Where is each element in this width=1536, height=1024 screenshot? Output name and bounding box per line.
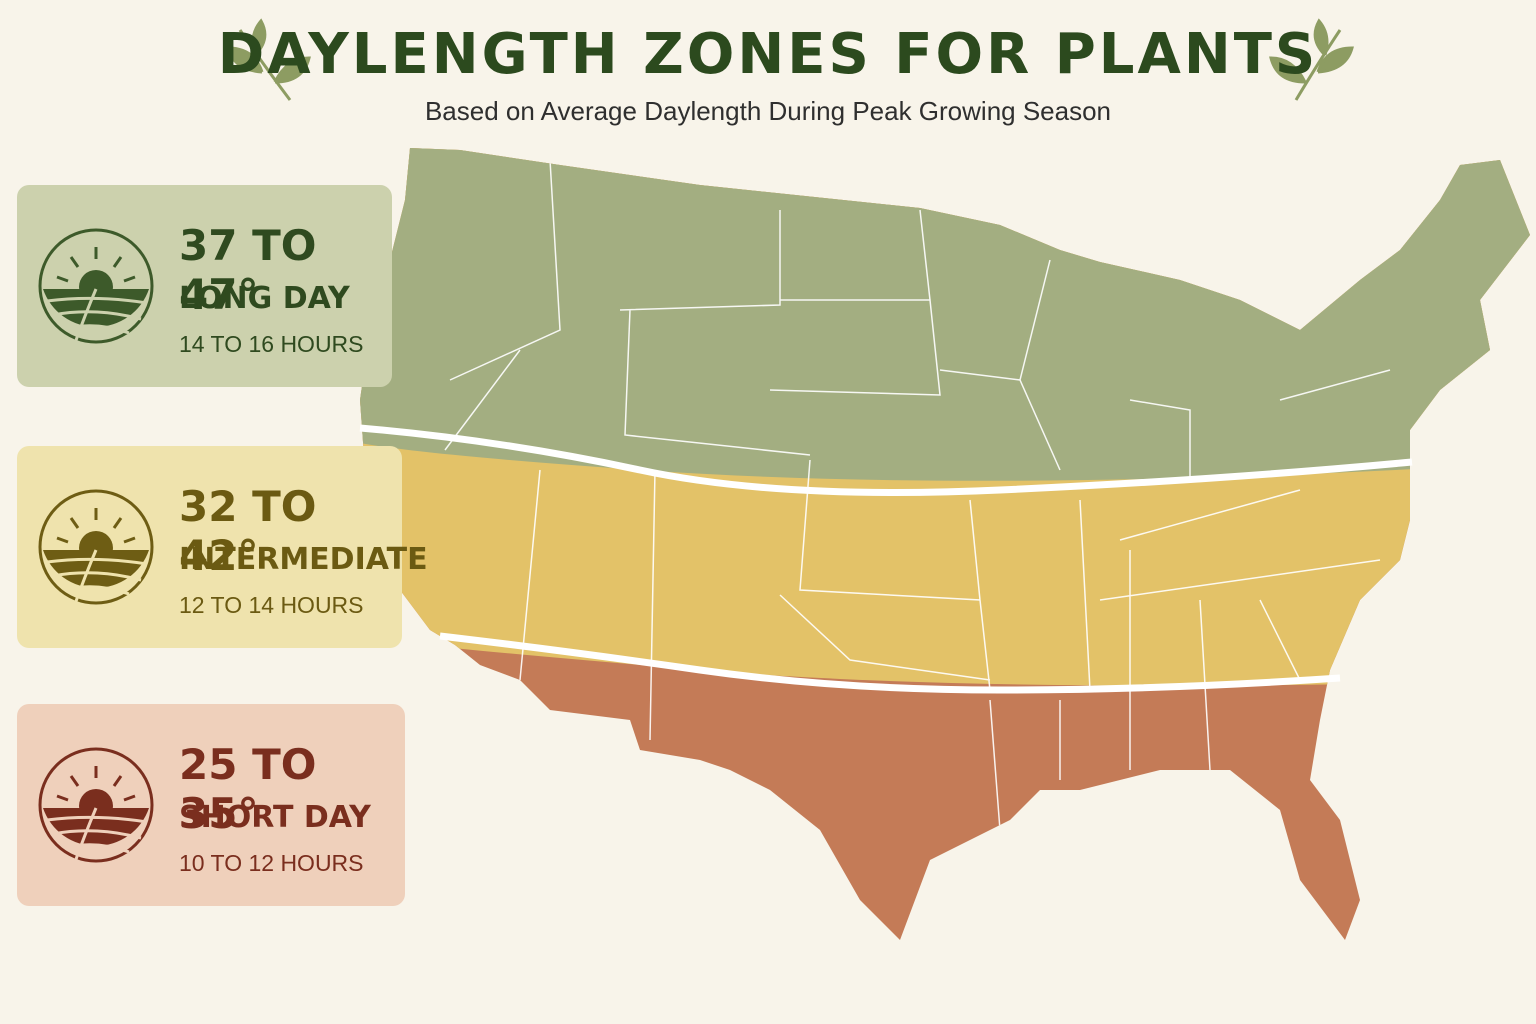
long-day-band bbox=[360, 148, 1530, 481]
latitude-range: 25 TO 35° bbox=[179, 740, 317, 838]
sun-field-icon bbox=[38, 747, 154, 863]
daylength-hours: 12 TO 14 HOURS bbox=[179, 592, 364, 618]
zone-card: 37 TO 47° LONG DAY 14 TO 16 HOURS bbox=[17, 185, 392, 387]
subtitle: Based on Average Daylength During Peak G… bbox=[424, 96, 1112, 126]
zone-card: 25 TO 35° SHORT DAY 10 TO 12 HOURS bbox=[17, 704, 405, 906]
daylength-hours: 10 TO 12 HOURS bbox=[179, 850, 364, 876]
zone-name: INTERMEDIATE bbox=[179, 542, 428, 577]
state-lines bbox=[444, 159, 1391, 831]
latitude-range: 32 TO 42° bbox=[179, 482, 317, 580]
zone-name: SHORT DAY bbox=[179, 800, 371, 835]
sun-field-icon bbox=[38, 489, 154, 605]
title: DAYLENGTH ZONES FOR PLANTS bbox=[217, 22, 1319, 87]
sun-field-icon bbox=[38, 228, 154, 344]
zone-name: LONG DAY bbox=[179, 281, 350, 316]
daylength-hours: 14 TO 16 HOURS bbox=[179, 331, 364, 357]
zone-bands bbox=[360, 148, 1530, 940]
latitude-range: 37 TO 47° bbox=[179, 221, 317, 319]
zone-divider bbox=[439, 632, 1341, 694]
leaf-ornaments bbox=[226, 18, 1354, 101]
zone-card: 32 TO 42° INTERMEDIATE 12 TO 14 HOURS bbox=[17, 446, 428, 648]
zone-divider bbox=[359, 424, 1413, 496]
